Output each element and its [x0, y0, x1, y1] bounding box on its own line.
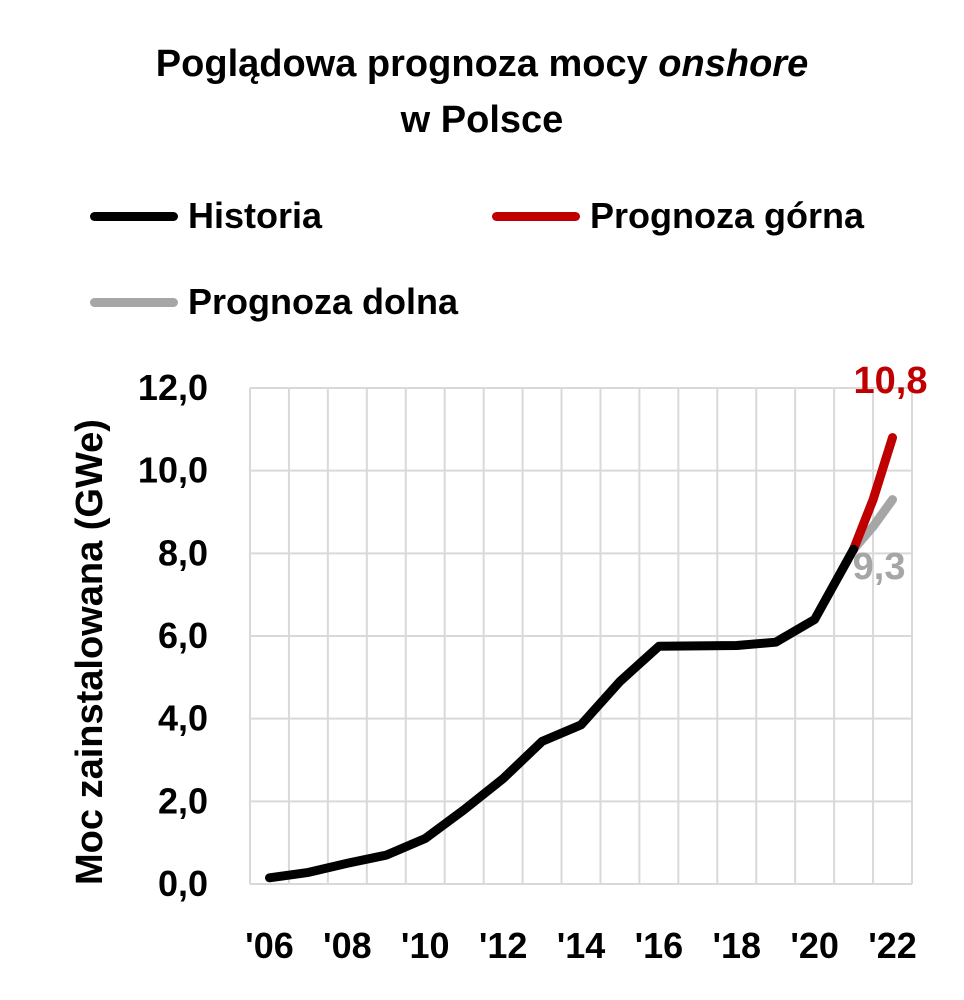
x-tick-label: '14: [557, 925, 606, 966]
chart-title-line1: Poglądowa prognoza mocy onshore: [0, 36, 964, 92]
x-tick-label: '06: [245, 925, 294, 966]
y-tick-label: 0,0: [158, 863, 208, 904]
y-tick-label: 4,0: [158, 698, 208, 739]
y-tick-label: 6,0: [158, 615, 208, 656]
legend-swatch-prognoza-gorna: [492, 211, 580, 221]
y-tick-label: 8,0: [158, 532, 208, 573]
chart-title-line2: w Polsce: [400, 99, 564, 141]
legend-swatch-historia: [90, 211, 178, 221]
x-tick-label: '18: [712, 925, 761, 966]
series-line-1: [849, 433, 897, 554]
x-tick-label: '10: [401, 925, 450, 966]
series-line-0: [265, 544, 859, 883]
legend-item-prognoza-dolna: Prognoza dolna: [90, 281, 458, 323]
y-tick-label: 10,0: [138, 450, 208, 491]
chart-title: Poglądowa prognoza mocy onshore w Polsce: [0, 36, 964, 148]
y-axis-label: Moc zainstalowana (GWe): [69, 419, 111, 885]
x-tick-label: '12: [479, 925, 528, 966]
data-label-prognoza-gorna: 10,8: [854, 360, 928, 402]
y-tick-label: 12,0: [138, 367, 208, 408]
chart-title-prefix: Poglądowa prognoza mocy: [155, 43, 659, 85]
legend-item-prognoza-gorna: Prognoza górna: [492, 195, 864, 237]
legend-label-prognoza-dolna: Prognoza dolna: [188, 281, 458, 322]
data-label-prognoza-dolna: 9,3: [853, 546, 906, 588]
chart-title-italic: onshore: [658, 43, 809, 85]
legend-item-historia: Historia: [90, 195, 322, 237]
legend-swatch-prognoza-dolna: [90, 297, 178, 307]
legend-label-historia: Historia: [188, 195, 323, 236]
x-tick-label: '20: [790, 925, 839, 966]
x-tick-label: '08: [323, 925, 372, 966]
y-tick-label: 2,0: [158, 780, 208, 821]
legend-label-prognoza-gorna: Prognoza górna: [590, 195, 865, 236]
x-tick-label: '22: [868, 925, 917, 966]
x-tick-label: '16: [635, 925, 684, 966]
